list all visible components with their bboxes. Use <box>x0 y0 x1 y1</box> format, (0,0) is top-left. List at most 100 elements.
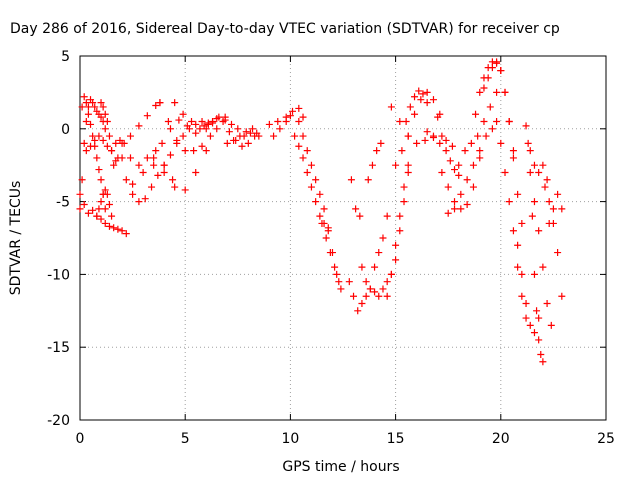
data-point-marker <box>139 168 147 176</box>
series-track-44 <box>541 183 566 300</box>
data-point-marker <box>76 205 84 213</box>
data-point-marker <box>110 224 118 232</box>
data-point-marker <box>398 147 406 155</box>
data-point-marker <box>383 212 391 220</box>
data-point-marker <box>444 183 452 191</box>
data-point-marker <box>320 205 328 213</box>
data-point-marker <box>480 118 488 126</box>
data-point-marker <box>173 139 181 147</box>
data-point-marker <box>448 142 456 150</box>
data-point-marker <box>171 183 179 191</box>
data-point-marker <box>423 99 431 107</box>
x-tick-label: 15 <box>387 431 405 447</box>
data-point-marker <box>469 161 477 169</box>
data-point-marker <box>417 96 425 104</box>
data-point-marker <box>354 307 362 315</box>
data-point-marker <box>76 190 84 198</box>
data-point-marker <box>514 263 522 271</box>
data-point-marker <box>522 122 530 130</box>
series-track-18 <box>270 104 307 140</box>
data-point-marker <box>209 119 217 127</box>
data-point-marker <box>350 292 358 300</box>
data-point-marker <box>171 99 179 107</box>
data-point-marker <box>535 227 543 235</box>
data-point-marker <box>493 88 501 96</box>
data-point-marker <box>307 183 315 191</box>
data-point-marker <box>282 118 290 126</box>
data-point-marker <box>255 132 263 140</box>
data-point-marker <box>438 132 446 140</box>
data-point-marker <box>554 190 562 198</box>
data-point-marker <box>539 358 547 366</box>
series-track-45 <box>545 190 566 227</box>
data-point-marker <box>322 234 330 242</box>
x-tick-label: 5 <box>181 431 190 447</box>
data-point-marker <box>95 205 103 213</box>
data-point-marker <box>358 300 366 308</box>
data-point-marker <box>244 139 252 147</box>
data-point-marker <box>514 241 522 249</box>
data-point-marker <box>429 134 437 142</box>
series-track-23 <box>358 212 391 293</box>
data-point-marker <box>192 129 200 137</box>
data-point-marker <box>141 195 149 203</box>
data-point-marker <box>80 93 88 101</box>
data-point-marker <box>291 132 299 140</box>
data-point-marker <box>509 227 517 235</box>
series-track-26 <box>347 176 364 220</box>
data-point-marker <box>543 176 551 184</box>
data-point-marker <box>97 113 105 121</box>
data-point-marker <box>549 205 557 213</box>
data-point-marker <box>396 118 404 126</box>
data-point-marker <box>501 168 509 176</box>
data-point-marker <box>148 183 156 191</box>
data-point-marker <box>358 263 366 271</box>
data-point-marker <box>213 125 221 133</box>
data-point-marker <box>434 113 442 121</box>
data-point-marker <box>411 110 419 118</box>
data-point-marker <box>486 103 494 111</box>
data-point-marker <box>276 125 284 133</box>
data-point-marker <box>150 154 158 162</box>
data-point-marker <box>230 136 238 144</box>
data-point-marker <box>539 161 547 169</box>
data-point-marker <box>377 139 385 147</box>
data-point-marker <box>95 132 103 140</box>
data-point-marker <box>406 103 414 111</box>
data-point-marker <box>442 147 450 155</box>
data-point-marker <box>493 118 501 126</box>
data-point-marker <box>227 120 235 128</box>
data-point-marker <box>411 93 419 101</box>
data-point-marker <box>190 147 198 155</box>
x-tick-label: 0 <box>76 431 85 447</box>
y-tick-labels: -20 -15 -10 -5 0 5 <box>47 49 70 429</box>
y-tick-label: 5 <box>61 49 70 65</box>
data-point-marker <box>196 125 204 133</box>
data-point-marker <box>225 128 233 136</box>
data-point-marker <box>108 147 116 155</box>
series-track-14 <box>202 113 254 140</box>
data-point-marker <box>337 285 345 293</box>
data-point-marker <box>539 263 547 271</box>
data-point-marker <box>126 132 134 140</box>
data-point-marker <box>312 198 320 206</box>
data-point-marker <box>451 166 459 174</box>
data-point-marker <box>93 154 101 162</box>
data-point-marker <box>375 292 383 300</box>
data-point-marker <box>331 263 339 271</box>
y-tick-label: -10 <box>47 267 70 283</box>
data-point-marker <box>543 300 551 308</box>
data-point-marker <box>524 139 532 147</box>
data-point-marker <box>446 157 454 165</box>
data-point-marker <box>541 183 549 191</box>
data-point-marker <box>89 132 97 140</box>
y-tick-label: -5 <box>56 195 70 211</box>
data-point-marker <box>93 212 101 220</box>
data-point-marker <box>484 74 492 82</box>
data-point-marker <box>518 292 526 300</box>
series-track-34 <box>444 132 490 217</box>
series-track-32 <box>434 113 463 179</box>
data-point-marker <box>530 270 538 278</box>
data-point-marker <box>476 154 484 162</box>
data-point-marker <box>375 249 383 257</box>
